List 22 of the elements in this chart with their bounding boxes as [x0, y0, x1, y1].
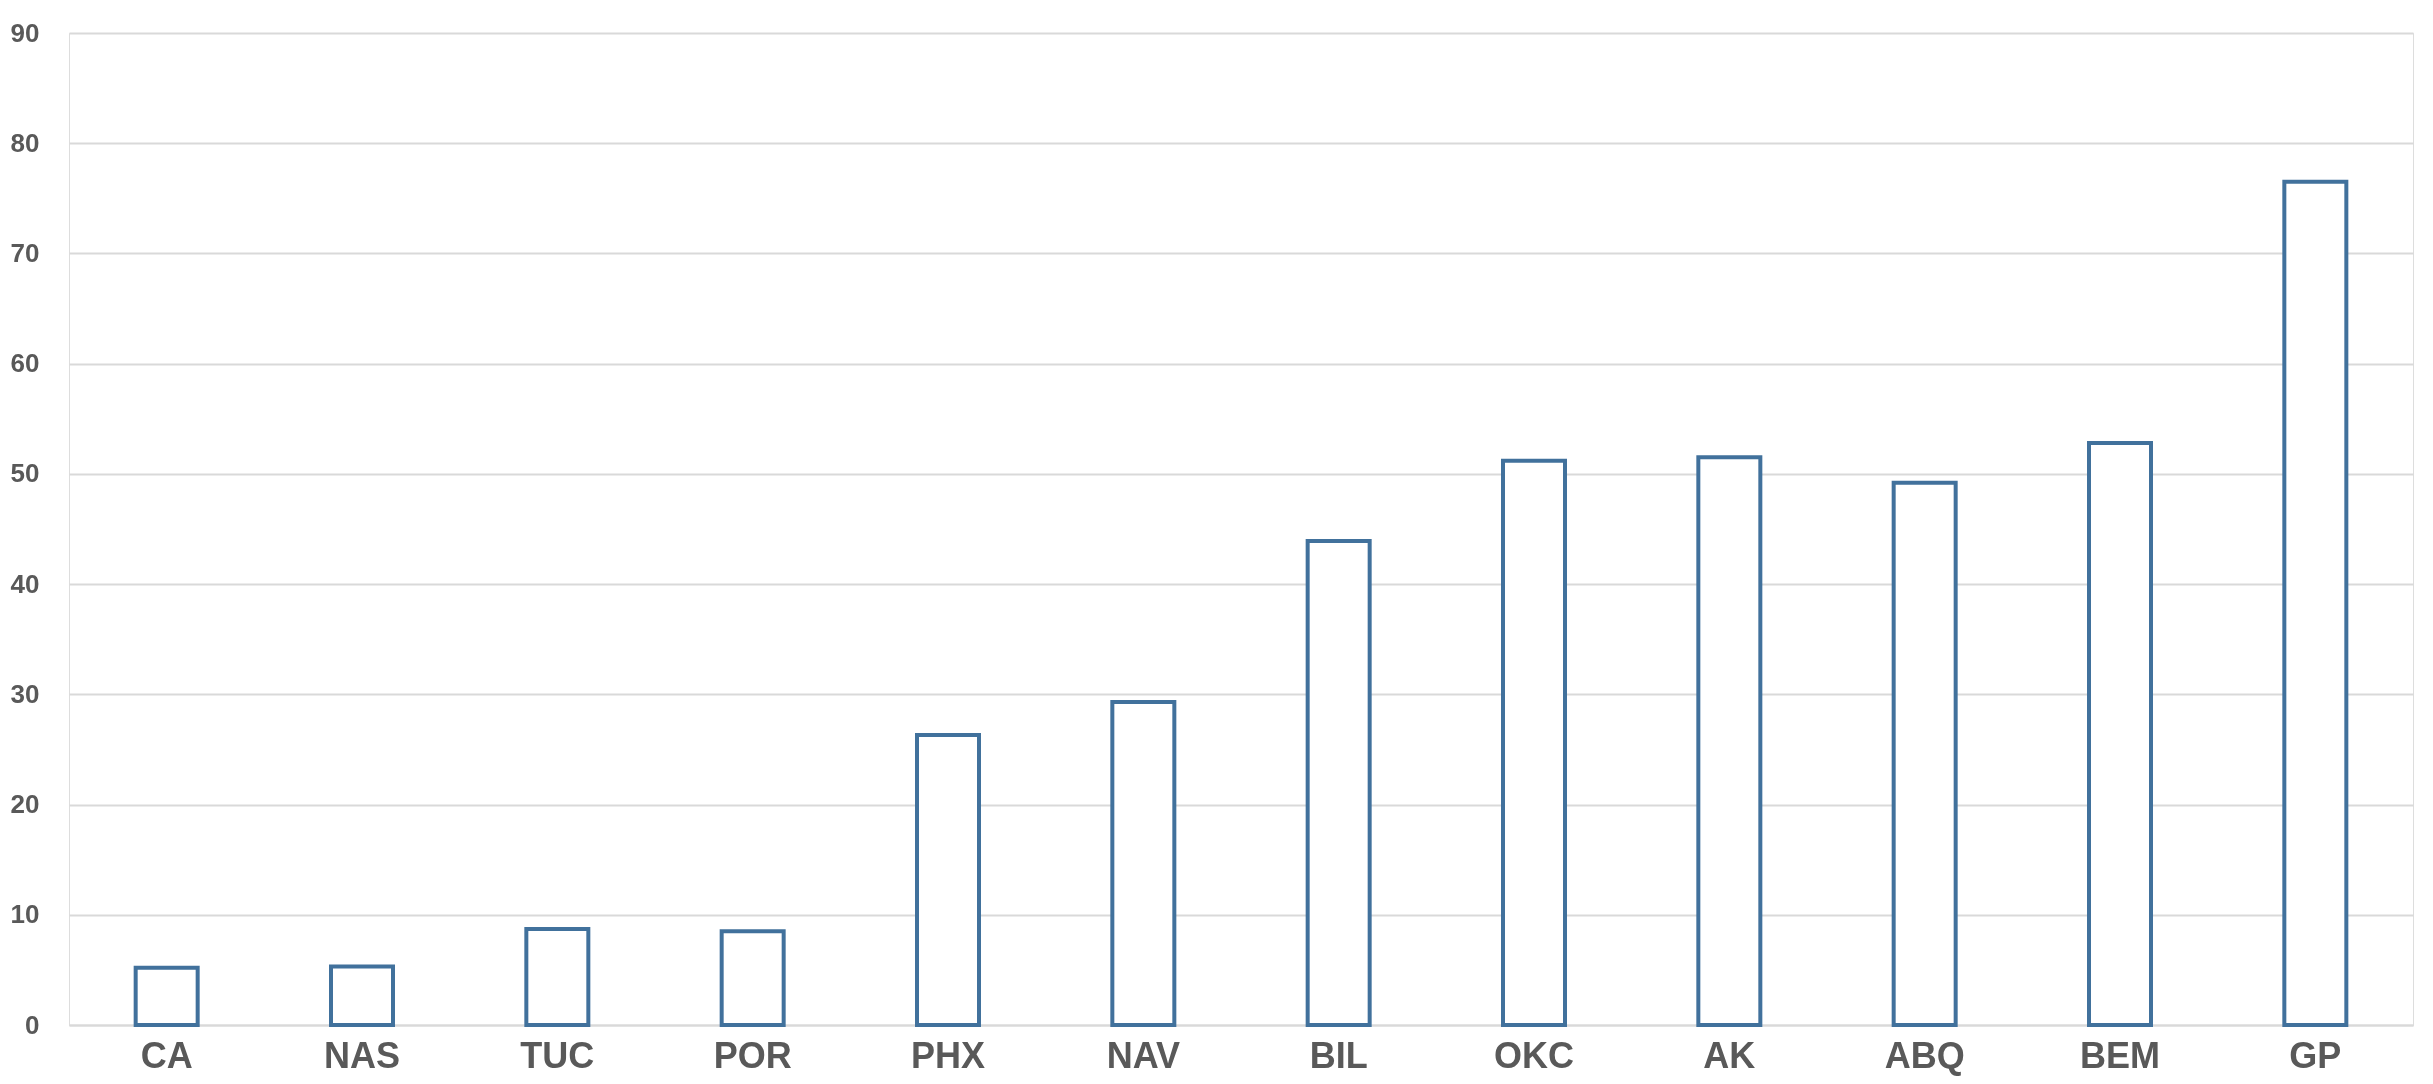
x-tick-label: BEM: [2080, 1034, 2160, 1076]
x-tick-label: PHX: [910, 1034, 986, 1076]
x-tick-label: POR: [713, 1034, 792, 1076]
y-tick-label: 70: [10, 237, 40, 268]
x-tick-label: AK: [1703, 1034, 1756, 1076]
x-tick-label: GP: [2289, 1034, 2342, 1076]
x-tick-label: ABQ: [1884, 1034, 1965, 1076]
y-tick-label: 90: [10, 17, 40, 48]
y-tick-label: 10: [10, 899, 40, 930]
x-tick-label: BIL: [1309, 1034, 1368, 1076]
x-tick-label: TUC: [520, 1034, 595, 1076]
x-tick-label: NAS: [323, 1034, 401, 1076]
y-tick-label: 0: [25, 1009, 40, 1040]
x-tick-label: CA: [140, 1034, 193, 1076]
x-tick-label: NAV: [1106, 1034, 1181, 1076]
y-tick-label: 20: [10, 789, 40, 820]
y-tick-label: 30: [10, 678, 40, 709]
x-tick-label: OKC: [1494, 1034, 1574, 1076]
y-tick-label: 40: [10, 568, 40, 599]
y-tick-label: 60: [10, 348, 40, 379]
y-tick-label: 80: [10, 127, 40, 158]
y-tick-label: 50: [10, 458, 40, 489]
